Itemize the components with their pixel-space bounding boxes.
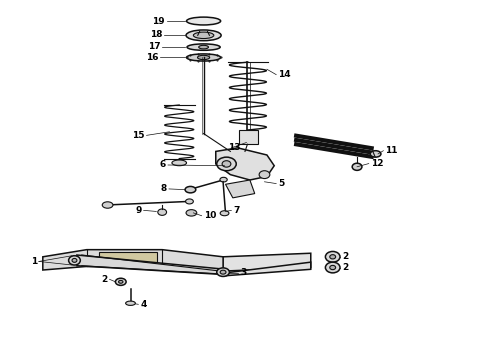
Text: 4: 4 [140,300,147,309]
Text: 3: 3 [240,268,246,277]
Polygon shape [225,180,255,198]
Text: 7: 7 [233,206,240,215]
Ellipse shape [72,258,77,262]
Polygon shape [77,255,225,275]
Polygon shape [216,148,274,180]
Text: 12: 12 [371,159,383,168]
Ellipse shape [172,160,187,166]
Text: 2: 2 [343,252,349,261]
Text: 2: 2 [343,263,349,272]
Text: 19: 19 [152,17,165,26]
Text: 8: 8 [161,184,167,193]
Ellipse shape [330,265,336,270]
Ellipse shape [330,255,336,259]
Ellipse shape [102,202,113,208]
Ellipse shape [325,262,340,273]
Ellipse shape [194,32,214,39]
Polygon shape [225,262,311,276]
Polygon shape [239,130,258,144]
Ellipse shape [220,211,229,216]
Ellipse shape [370,151,381,157]
Ellipse shape [220,270,226,274]
Text: 10: 10 [203,211,216,220]
Ellipse shape [220,177,227,182]
Text: 13: 13 [228,143,241,152]
Ellipse shape [325,251,340,262]
Text: 16: 16 [146,53,158,62]
Ellipse shape [69,256,80,265]
Ellipse shape [197,55,210,60]
Text: 15: 15 [132,131,145,140]
Text: 14: 14 [278,70,291,79]
Text: 18: 18 [149,31,162,40]
Ellipse shape [185,186,196,193]
Text: 17: 17 [147,42,160,51]
Ellipse shape [187,54,220,61]
Ellipse shape [187,17,220,25]
Text: 2: 2 [101,275,108,284]
Text: 11: 11 [385,146,398,155]
Ellipse shape [199,45,208,49]
Ellipse shape [217,268,229,276]
Ellipse shape [217,157,236,171]
Polygon shape [43,249,223,271]
Polygon shape [223,253,311,271]
Text: 1: 1 [30,257,37,266]
Ellipse shape [186,210,197,216]
Ellipse shape [116,278,126,285]
Ellipse shape [186,30,221,41]
Ellipse shape [187,44,220,50]
Ellipse shape [222,161,231,167]
Polygon shape [99,252,157,264]
Ellipse shape [158,209,167,215]
Ellipse shape [352,163,362,170]
Ellipse shape [125,301,135,305]
Ellipse shape [186,199,194,204]
Ellipse shape [119,280,123,283]
Text: 5: 5 [278,179,284,188]
Text: 6: 6 [160,161,166,170]
Ellipse shape [259,171,270,179]
Text: 9: 9 [135,206,142,215]
